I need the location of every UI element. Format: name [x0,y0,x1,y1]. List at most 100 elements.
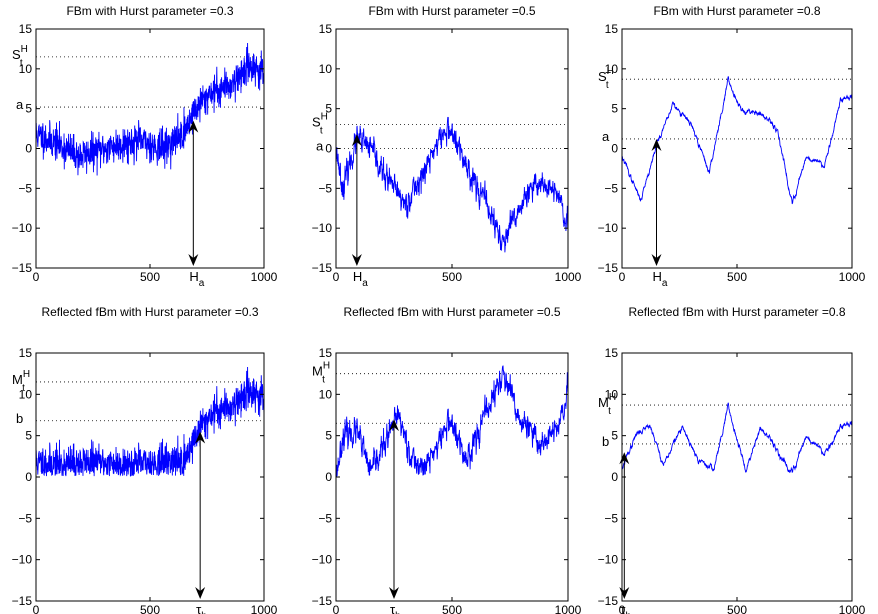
panel-6: Reflected fBm with Hurst parameter =0.8 1… [598,305,866,614]
series-line [336,116,568,253]
y-tick-label: −15 [312,261,333,275]
panel-title: FBm with Hurst parameter =0.5 [368,4,535,18]
panel-4: Reflected fBm with Hurst parameter =0.3 1… [12,305,278,614]
panel-5: Reflected fBm with Hurst parameter =0.5 1… [312,305,582,614]
x-tick-label: 1000 [839,603,866,614]
y-tick-label: −5 [18,511,32,525]
hitting-time-label: Ha [189,269,204,289]
series-line [336,365,568,477]
panel-title: FBm with Hurst parameter =0.8 [653,4,820,18]
y-tick-label: −10 [312,553,333,567]
y-tick-label: 10 [19,62,33,76]
arrow-head-down [651,254,662,266]
arrow-head-up [651,138,662,151]
panel-title: FBm with Hurst parameter =0.3 [66,4,233,18]
y-tick-label: −5 [318,181,332,195]
hitting-time-label: τb [390,602,401,614]
hitting-time-label: Ha [353,269,368,289]
level-label: a [316,139,324,154]
y-tick-label: 0 [611,142,618,156]
x-tick-label: 1000 [839,270,866,284]
y-tick-label: 15 [605,346,619,360]
series-line [622,402,852,474]
y-tick-label: 5 [611,102,618,116]
y-tick-label: 5 [325,102,332,116]
y-tick-label: 15 [605,22,619,36]
series-line [622,76,852,205]
x-tick-label: 0 [619,270,626,284]
max-label: MH t [312,361,330,386]
x-tick-label: 500 [727,270,747,284]
level-label: a [602,129,610,144]
level-label: b [602,434,609,449]
panel-3: FBm with Hurst parameter =0.8 15 10 5 0 −5 −10… [598,4,866,289]
y-tick-label: 5 [611,429,618,443]
max-label: SH t [598,66,614,91]
x-tick-label: 0 [33,603,40,614]
x-tick-label: 0 [333,270,340,284]
x-tick-label: 500 [140,603,160,614]
x-tick-label: 500 [442,603,462,614]
y-tick-label: −15 [312,594,333,608]
panel-title: Reflected fBm with Hurst parameter =0.8 [628,305,845,319]
y-tick-label: −10 [12,553,33,567]
y-tick-label: 5 [25,102,32,116]
y-tick-label: 0 [611,470,618,484]
arrow-head-up [195,431,206,444]
x-tick-label: 500 [727,603,747,614]
y-tick-label: 0 [325,142,332,156]
x-tick-label: 0 [619,603,626,614]
y-tick-label: −10 [12,221,33,235]
arrow-head-down [351,254,362,266]
x-tick-label: 500 [140,270,160,284]
arrow-head-up [389,419,399,432]
x-tick-label: 1000 [251,603,278,614]
y-tick-label: 15 [19,346,33,360]
y-tick-label: 10 [319,387,333,401]
y-tick-label: −10 [598,553,619,567]
y-tick-label: −15 [12,594,33,608]
x-tick-label: 0 [33,270,40,284]
y-tick-label: −5 [604,511,618,525]
y-tick-label: −5 [318,511,332,525]
series-line [36,367,264,477]
arrow-head-down [389,587,399,599]
y-tick-label: 0 [25,142,32,156]
panel-title: Reflected fBm with Hurst parameter =0.3 [41,305,258,319]
hitting-time-label: Ha [653,269,668,289]
max-label: SH t [312,112,328,137]
y-tick-label: 0 [25,470,32,484]
arrow-head-up [351,134,362,147]
hitting-time-label: τb [196,602,207,614]
y-tick-label: 15 [319,346,333,360]
y-tick-label: −15 [598,261,619,275]
panel-1: FBm with Hurst parameter =0.3 15 10 5 0 −5 −10… [12,4,278,289]
x-tick-label: 0 [333,603,340,614]
max-label: MH t [598,392,616,417]
series-line [36,43,264,176]
y-tick-label: 10 [319,62,333,76]
axes-frame [35,352,265,602]
y-tick-label: −5 [604,181,618,195]
arrow-head-up [188,120,199,133]
arrow-head-down [619,587,630,599]
x-tick-label: 1000 [555,270,582,284]
y-tick-label: 10 [19,387,33,401]
arrow-head-down [195,587,206,599]
arrow-head-down [188,254,199,266]
y-tick-label: 10 [605,387,619,401]
level-label: b [16,411,23,426]
y-tick-label: −10 [312,221,333,235]
x-tick-label: 1000 [251,270,278,284]
y-tick-label: −10 [598,221,619,235]
y-tick-label: −5 [18,181,32,195]
panel-title: Reflected fBm with Hurst parameter =0.5 [343,305,560,319]
axes-frame [621,352,853,602]
y-tick-label: 0 [325,470,332,484]
y-tick-label: 5 [25,429,32,443]
y-tick-label: −15 [598,594,619,608]
level-label: a [16,97,24,112]
y-tick-label: −15 [12,261,33,275]
panel-2: FBm with Hurst parameter =0.5 15 10 5 0 −5 −10… [312,4,582,289]
